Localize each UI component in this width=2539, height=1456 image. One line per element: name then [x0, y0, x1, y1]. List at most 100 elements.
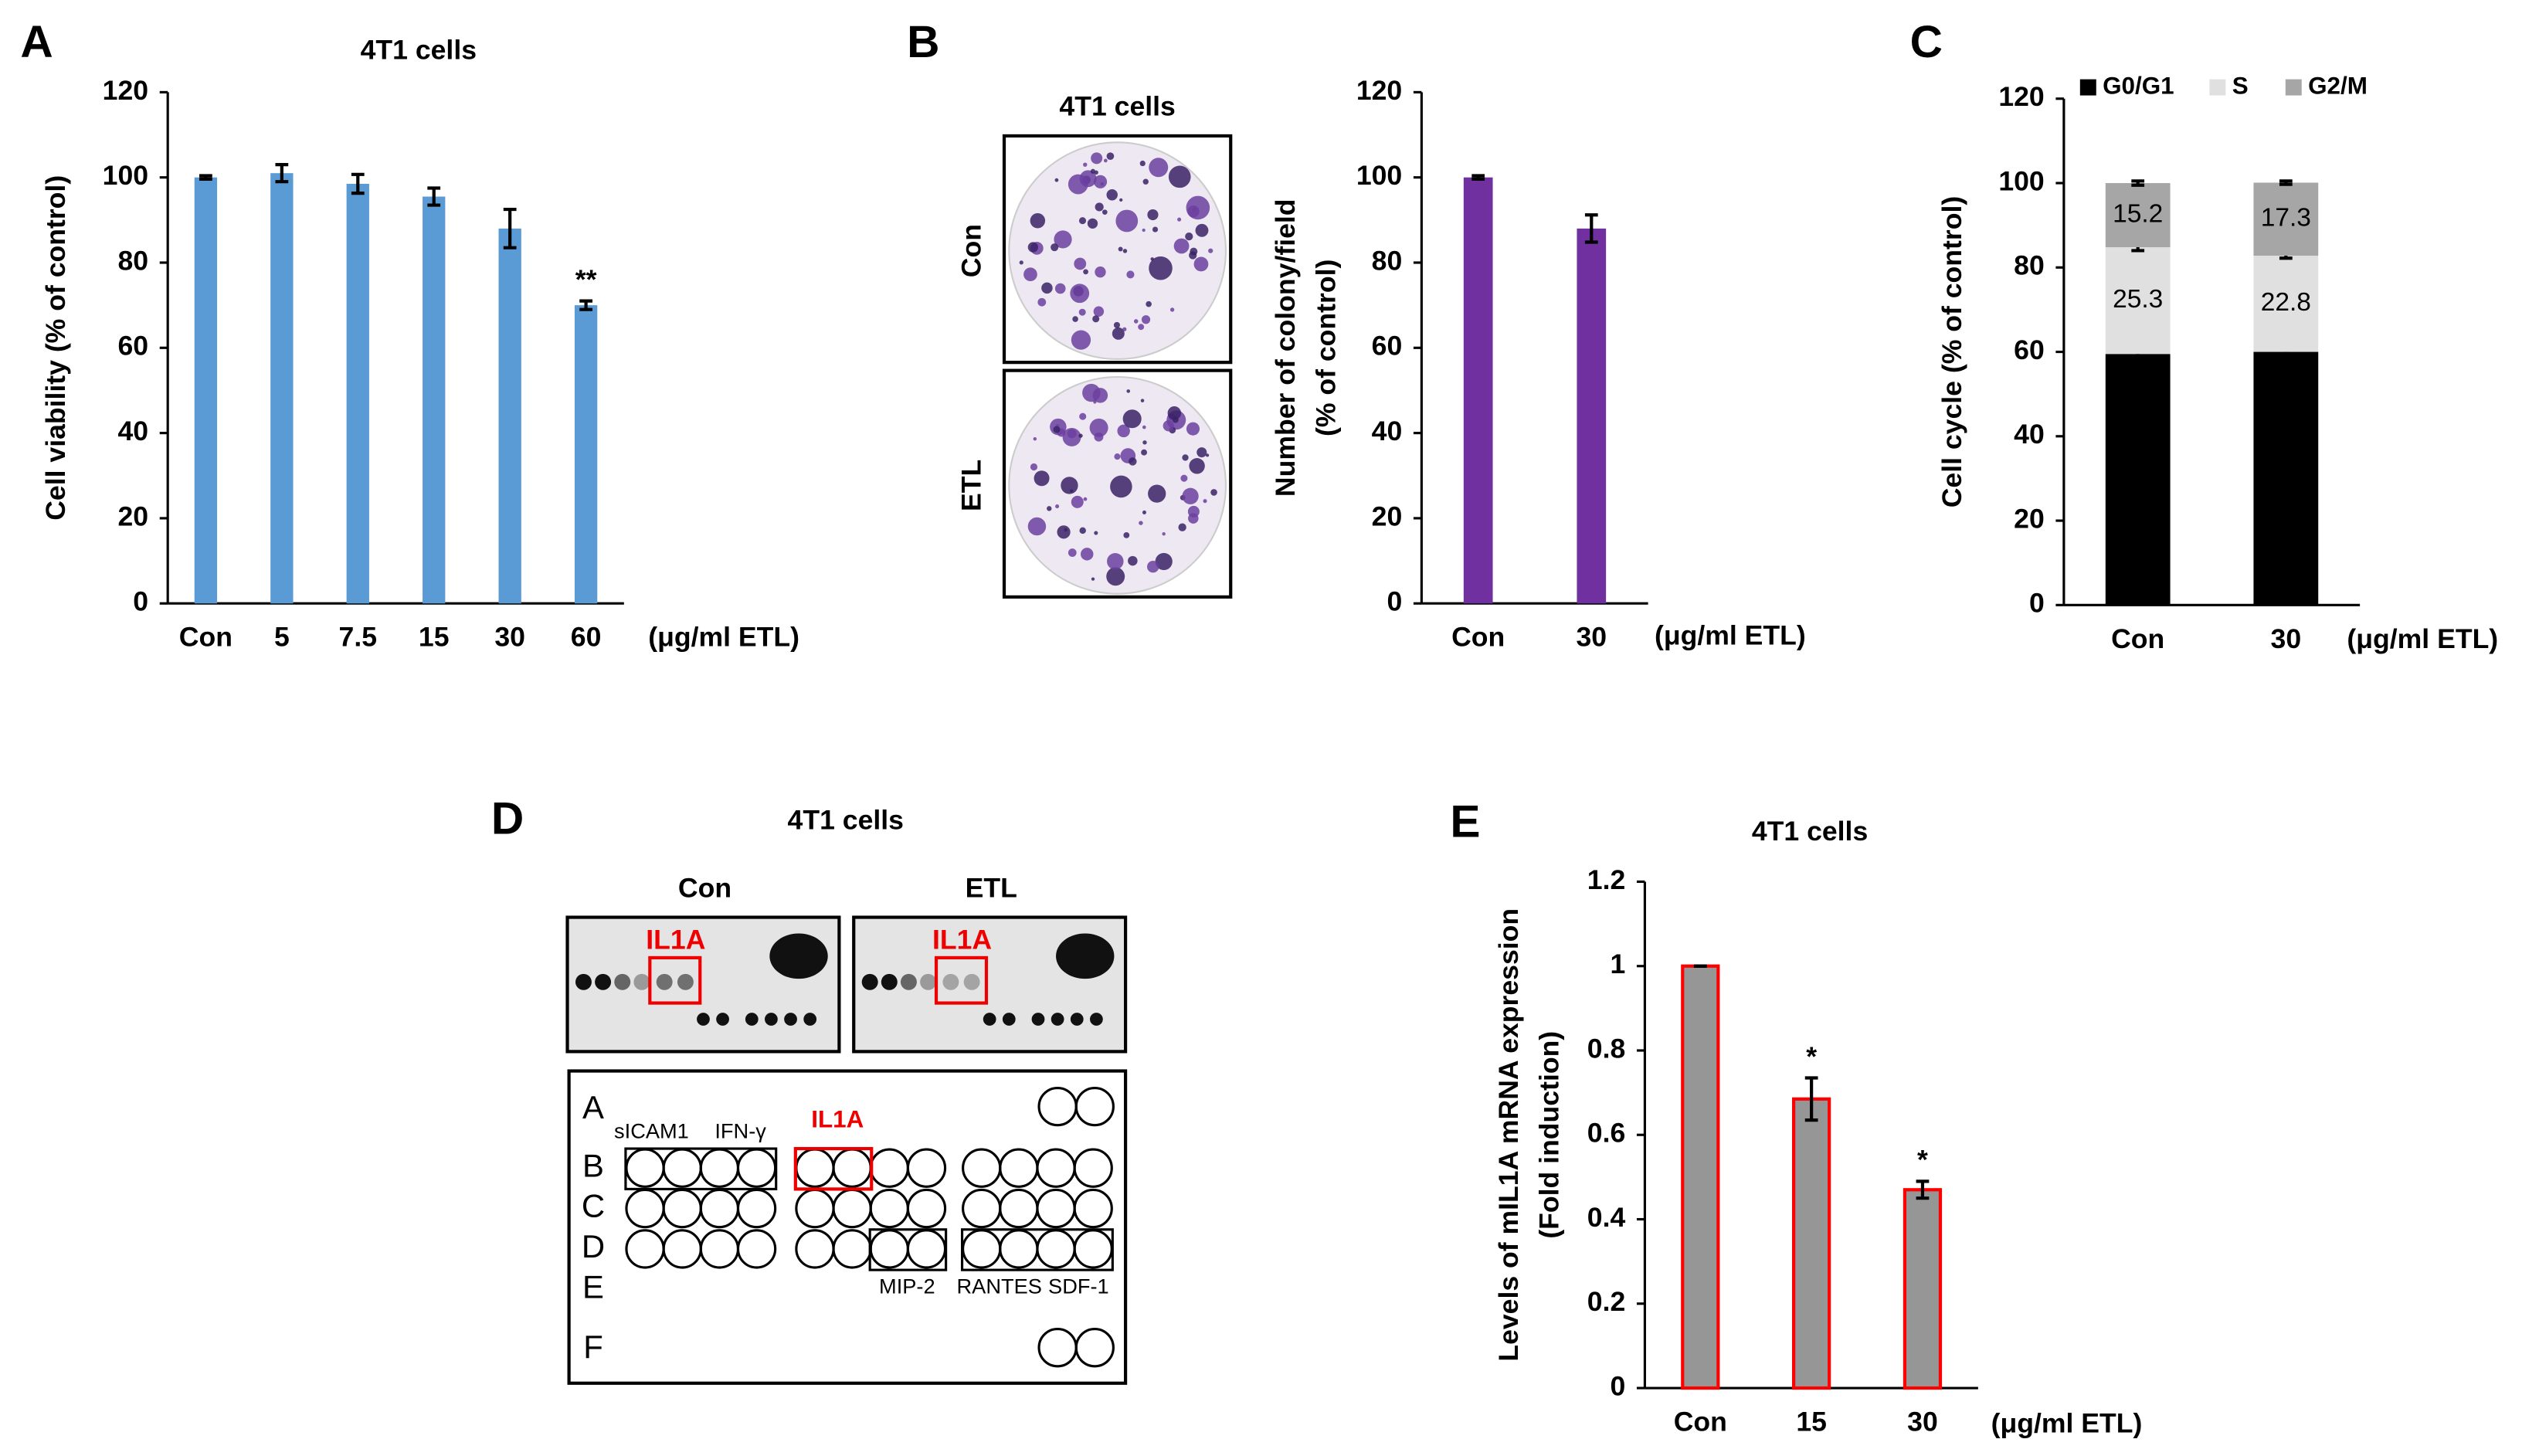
- x-axis-label: (μg/ml ETL): [648, 622, 799, 653]
- colony: [1093, 175, 1108, 188]
- value-label: 25.3: [2113, 285, 2163, 314]
- colony: [1173, 238, 1190, 254]
- colony: [1185, 232, 1193, 241]
- colony: [1114, 453, 1121, 460]
- x-tick-label: 30: [1907, 1407, 1938, 1437]
- y-tick-label: 0: [133, 586, 148, 617]
- colony: [1053, 426, 1061, 433]
- colony: [1067, 429, 1077, 439]
- colony: [1061, 477, 1078, 494]
- colony: [1133, 319, 1139, 324]
- y-tick-label: 0: [1387, 586, 1402, 617]
- colony: [1155, 552, 1173, 571]
- bar: [498, 228, 521, 604]
- y-tick-label: 80: [117, 245, 148, 276]
- y-tick-label: 0: [1610, 1370, 1625, 1401]
- colony: [1126, 270, 1135, 279]
- colony: [1142, 425, 1146, 429]
- blot-spot: [1002, 1013, 1016, 1026]
- spot-box: [624, 1147, 778, 1190]
- spot-label: IFN-γ: [715, 1118, 766, 1142]
- bar: [574, 305, 598, 604]
- x-tick-label: 60: [571, 622, 602, 653]
- colony: [1094, 432, 1104, 442]
- spot-label: MIP-2: [879, 1274, 935, 1298]
- y-tick-label: 100: [1998, 165, 2044, 196]
- colony: [1208, 248, 1213, 253]
- colony: [1090, 168, 1096, 174]
- legend-label: G0/G1: [2103, 72, 2174, 99]
- colony: [1205, 453, 1210, 457]
- panel-letter: C: [1910, 17, 1943, 67]
- colony: [1112, 327, 1125, 340]
- colony: [1092, 315, 1100, 323]
- colony: [1119, 198, 1123, 202]
- highlight-box: [934, 955, 989, 1005]
- significance-mark: **: [575, 264, 597, 295]
- y-tick-label: 20: [2014, 503, 2045, 534]
- row-label: C: [582, 1188, 605, 1224]
- colony: [1147, 209, 1159, 221]
- colony: [1103, 158, 1108, 163]
- y-tick-label: 60: [1372, 331, 1403, 361]
- colony: [1047, 506, 1052, 511]
- y-tick-label: 0.6: [1587, 1118, 1625, 1149]
- y-axis-label: Cell viability (% of control): [40, 175, 71, 521]
- array-map: [567, 1069, 1128, 1385]
- highlight-box: [648, 955, 702, 1005]
- y-axis-label: Number of colony/field: [1270, 199, 1301, 497]
- y-tick-label: 120: [103, 75, 148, 106]
- colony: [1068, 548, 1077, 557]
- colony: [1106, 152, 1115, 160]
- colony: [1163, 420, 1174, 432]
- colony: [1186, 422, 1200, 436]
- blot-spot: [1056, 933, 1115, 979]
- y-tick-label: 0.8: [1587, 1033, 1625, 1064]
- legend-swatch: [2209, 79, 2226, 96]
- blot-spot: [1090, 1013, 1103, 1026]
- x-tick-label: 30: [494, 622, 525, 653]
- colony: [1110, 475, 1132, 498]
- y-tick-label: 100: [103, 160, 148, 191]
- row-label: B: [582, 1147, 604, 1183]
- chart-title: 4T1 cells: [1752, 816, 1868, 847]
- bar: [1681, 964, 1720, 1390]
- array-spot: [1073, 1188, 1113, 1229]
- colony: [1122, 249, 1128, 253]
- colony: [1027, 242, 1039, 253]
- colony: [1078, 217, 1087, 225]
- colony: [1023, 267, 1037, 282]
- colony: [1146, 300, 1152, 307]
- colony: [1068, 174, 1088, 195]
- blot: [565, 915, 841, 1054]
- colony: [1210, 489, 1217, 496]
- colony: [1122, 409, 1142, 429]
- colony: [1054, 230, 1072, 249]
- significance-mark: *: [1917, 1145, 1928, 1176]
- value-label: 60.0: [2261, 463, 2311, 491]
- colony: [1115, 209, 1139, 232]
- y-tick-label: 100: [1356, 160, 1402, 191]
- colony: [1139, 521, 1143, 525]
- array-spot: [906, 1188, 947, 1229]
- colony: [1030, 212, 1046, 229]
- y-tick-label: 60: [117, 331, 148, 361]
- y-tick-label: 40: [1372, 416, 1403, 446]
- array-spot: [1074, 1328, 1115, 1368]
- y-axis-label: Cell cycle (% of control): [1936, 196, 1967, 507]
- x-axis-label: (μg/ml ETL): [1991, 1408, 2143, 1439]
- colony: [1152, 226, 1159, 232]
- colony: [1041, 282, 1053, 294]
- colony: [1142, 178, 1149, 185]
- y-axis-label: Levels of mIL1A mRNA expression: [1493, 908, 1524, 1362]
- colony: [1087, 218, 1098, 229]
- colony: [1092, 388, 1108, 403]
- x-tick-label: Con: [1451, 622, 1505, 653]
- colony: [1189, 251, 1197, 260]
- panel-letter: E: [1450, 797, 1480, 847]
- colony: [1141, 315, 1151, 324]
- x-tick-label: Con: [2111, 623, 2164, 654]
- colony: [1083, 497, 1088, 501]
- colony: [1162, 531, 1166, 536]
